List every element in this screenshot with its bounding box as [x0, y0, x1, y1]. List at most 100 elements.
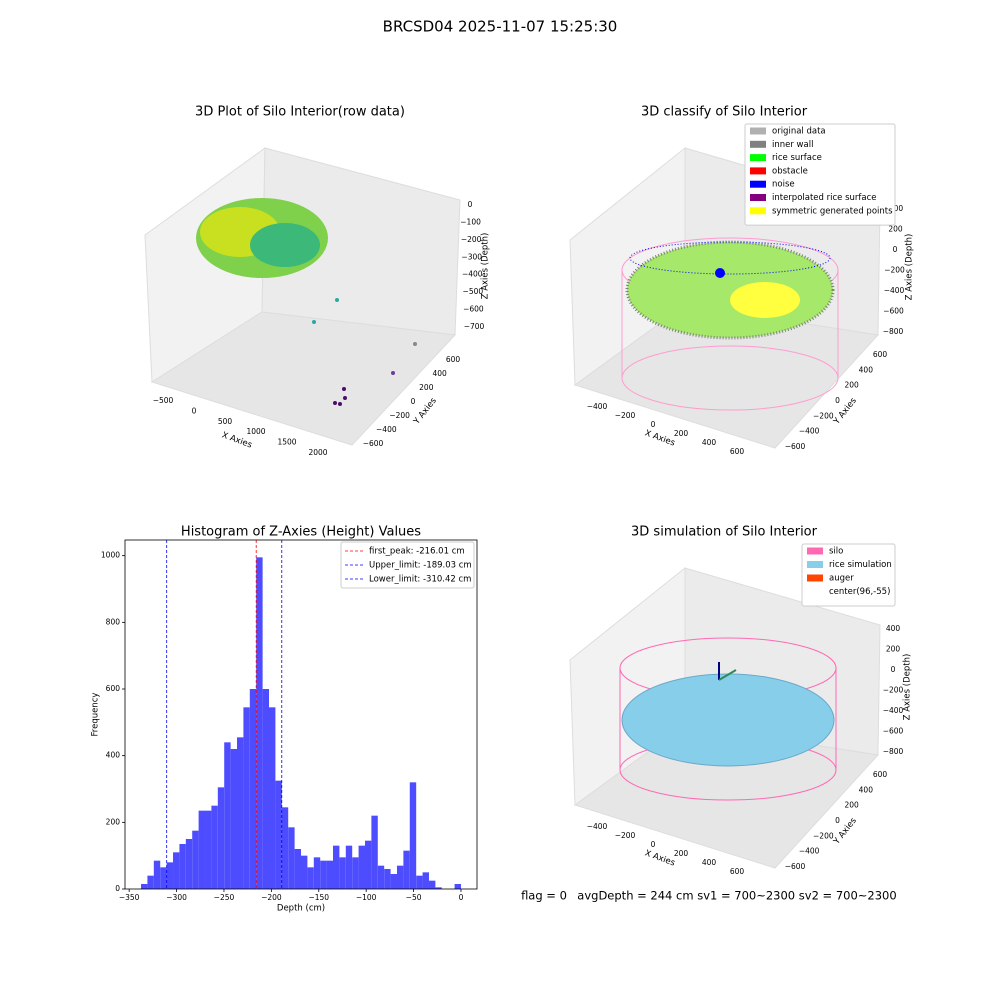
bar — [352, 857, 359, 889]
bar — [185, 839, 193, 889]
x-tick-label: −200 — [615, 411, 636, 420]
y-tick-label: 0 — [835, 396, 840, 405]
x-tick-label: 0 — [651, 420, 656, 429]
legend-label: inner wall — [772, 140, 813, 150]
z-tick-label: −400 — [884, 286, 905, 295]
bar — [205, 810, 212, 889]
legend-box — [340, 541, 475, 589]
bar — [320, 860, 327, 889]
z-tick-label: −500 — [463, 287, 484, 296]
bar — [435, 887, 442, 889]
legend-label: Lower_limit: -310.42 cm — [369, 575, 471, 585]
bar — [141, 884, 148, 889]
bar — [371, 815, 378, 889]
bar — [281, 807, 289, 889]
plot4-panes — [569, 566, 881, 869]
bar — [409, 782, 417, 889]
y-tick-label: −600 — [785, 442, 806, 451]
z-axis-label: Z Axies (Depth) — [903, 654, 913, 721]
bar — [332, 845, 340, 889]
y-tick-label: 400 — [106, 751, 121, 760]
bar — [396, 865, 404, 889]
x-tick-label: −200 — [615, 831, 636, 840]
y-tick-label: 600 — [446, 355, 461, 364]
x-tick-label: −50 — [406, 893, 422, 902]
plot1-panes — [144, 147, 461, 446]
z-axis-label: Z Axies (Depth) — [905, 234, 915, 301]
bar — [243, 707, 250, 889]
legend-swatch — [807, 588, 823, 595]
x-tick-label: 1500 — [277, 438, 296, 447]
z-tick-label: −300 — [461, 252, 482, 261]
bar — [269, 707, 276, 889]
z-tick-label: −400 — [462, 270, 483, 279]
bar — [294, 849, 301, 889]
y-tick-label: −400 — [376, 425, 397, 434]
z-tick-label: 0 — [891, 665, 896, 674]
bar — [403, 850, 410, 889]
x-tick-label: 0 — [192, 406, 197, 415]
y-tick-label: 0 — [411, 397, 416, 406]
z-tick-label: −200 — [461, 235, 482, 244]
y-tick-label: −600 — [363, 439, 384, 448]
y-tick-label: −200 — [813, 831, 834, 840]
bar — [384, 869, 391, 889]
z-tick-label: −600 — [883, 727, 904, 736]
x-tick-label: −400 — [587, 402, 608, 411]
x-tick-label: −500 — [153, 396, 174, 405]
bar — [237, 737, 244, 889]
bar — [179, 844, 186, 889]
x-axis-label: X Axies — [643, 848, 676, 868]
bar — [326, 860, 333, 889]
legend-swatch — [807, 561, 823, 568]
legend-label: Upper_limit: -189.03 cm — [369, 561, 472, 571]
bar — [288, 827, 295, 889]
bar — [173, 852, 180, 889]
y-tick-label: 200 — [845, 381, 860, 390]
legend-label: symmetric generated points — [772, 206, 893, 216]
axes-frame — [124, 539, 478, 890]
y-tick-label: 0 — [115, 884, 120, 893]
bar — [160, 867, 167, 889]
z-tick-label: −600 — [883, 307, 904, 316]
legend-label: silo — [829, 547, 843, 557]
legend-box — [744, 123, 896, 226]
bar — [256, 557, 263, 889]
x-tick-label: −150 — [308, 893, 329, 902]
z-tick-label: 400 — [889, 204, 904, 213]
bar — [198, 810, 206, 889]
z-tick-label: −600 — [463, 305, 484, 314]
y-tick-label: −200 — [389, 411, 410, 420]
y-axis-label: Y Axies — [411, 396, 439, 428]
z-tick-label: 200 — [886, 645, 901, 654]
bar — [416, 875, 423, 889]
legend-swatch — [807, 547, 823, 555]
legend-label: noise — [772, 180, 795, 190]
z-tick-label: 400 — [886, 624, 901, 633]
y-tick-label: 200 — [845, 801, 860, 810]
bar — [230, 749, 238, 889]
bar — [358, 845, 365, 889]
y-tick-label: 600 — [106, 684, 121, 693]
legend-label: first_peak: -216.01 cm — [369, 547, 465, 557]
bar — [428, 880, 436, 889]
z-tick-label: −200 — [883, 686, 904, 695]
subplot-title: 3D Plot of Silo Interior(row data) — [195, 105, 405, 120]
y-tick-label: −600 — [785, 862, 806, 871]
legend-swatch — [750, 154, 766, 162]
bar — [364, 840, 372, 889]
x-tick-label: 600 — [730, 447, 745, 456]
x-tick-label: 1000 — [246, 427, 265, 436]
bar — [345, 845, 353, 889]
y-tick-label: 200 — [419, 383, 434, 392]
y-tick-label: 800 — [106, 617, 121, 626]
subplot-title: 3D classify of Silo Interior — [641, 105, 808, 120]
z-tick-label: −800 — [883, 327, 904, 336]
x-tick-label: 0 — [651, 840, 656, 849]
y-axis-label: Frequency — [91, 693, 101, 737]
stats-text: avgDepth = 244 cm sv1 = 700~2300 sv2 = 7… — [577, 889, 896, 903]
legend-swatch — [807, 574, 823, 582]
x-tick-label: 600 — [730, 867, 745, 876]
x-tick-label: 400 — [702, 438, 717, 447]
